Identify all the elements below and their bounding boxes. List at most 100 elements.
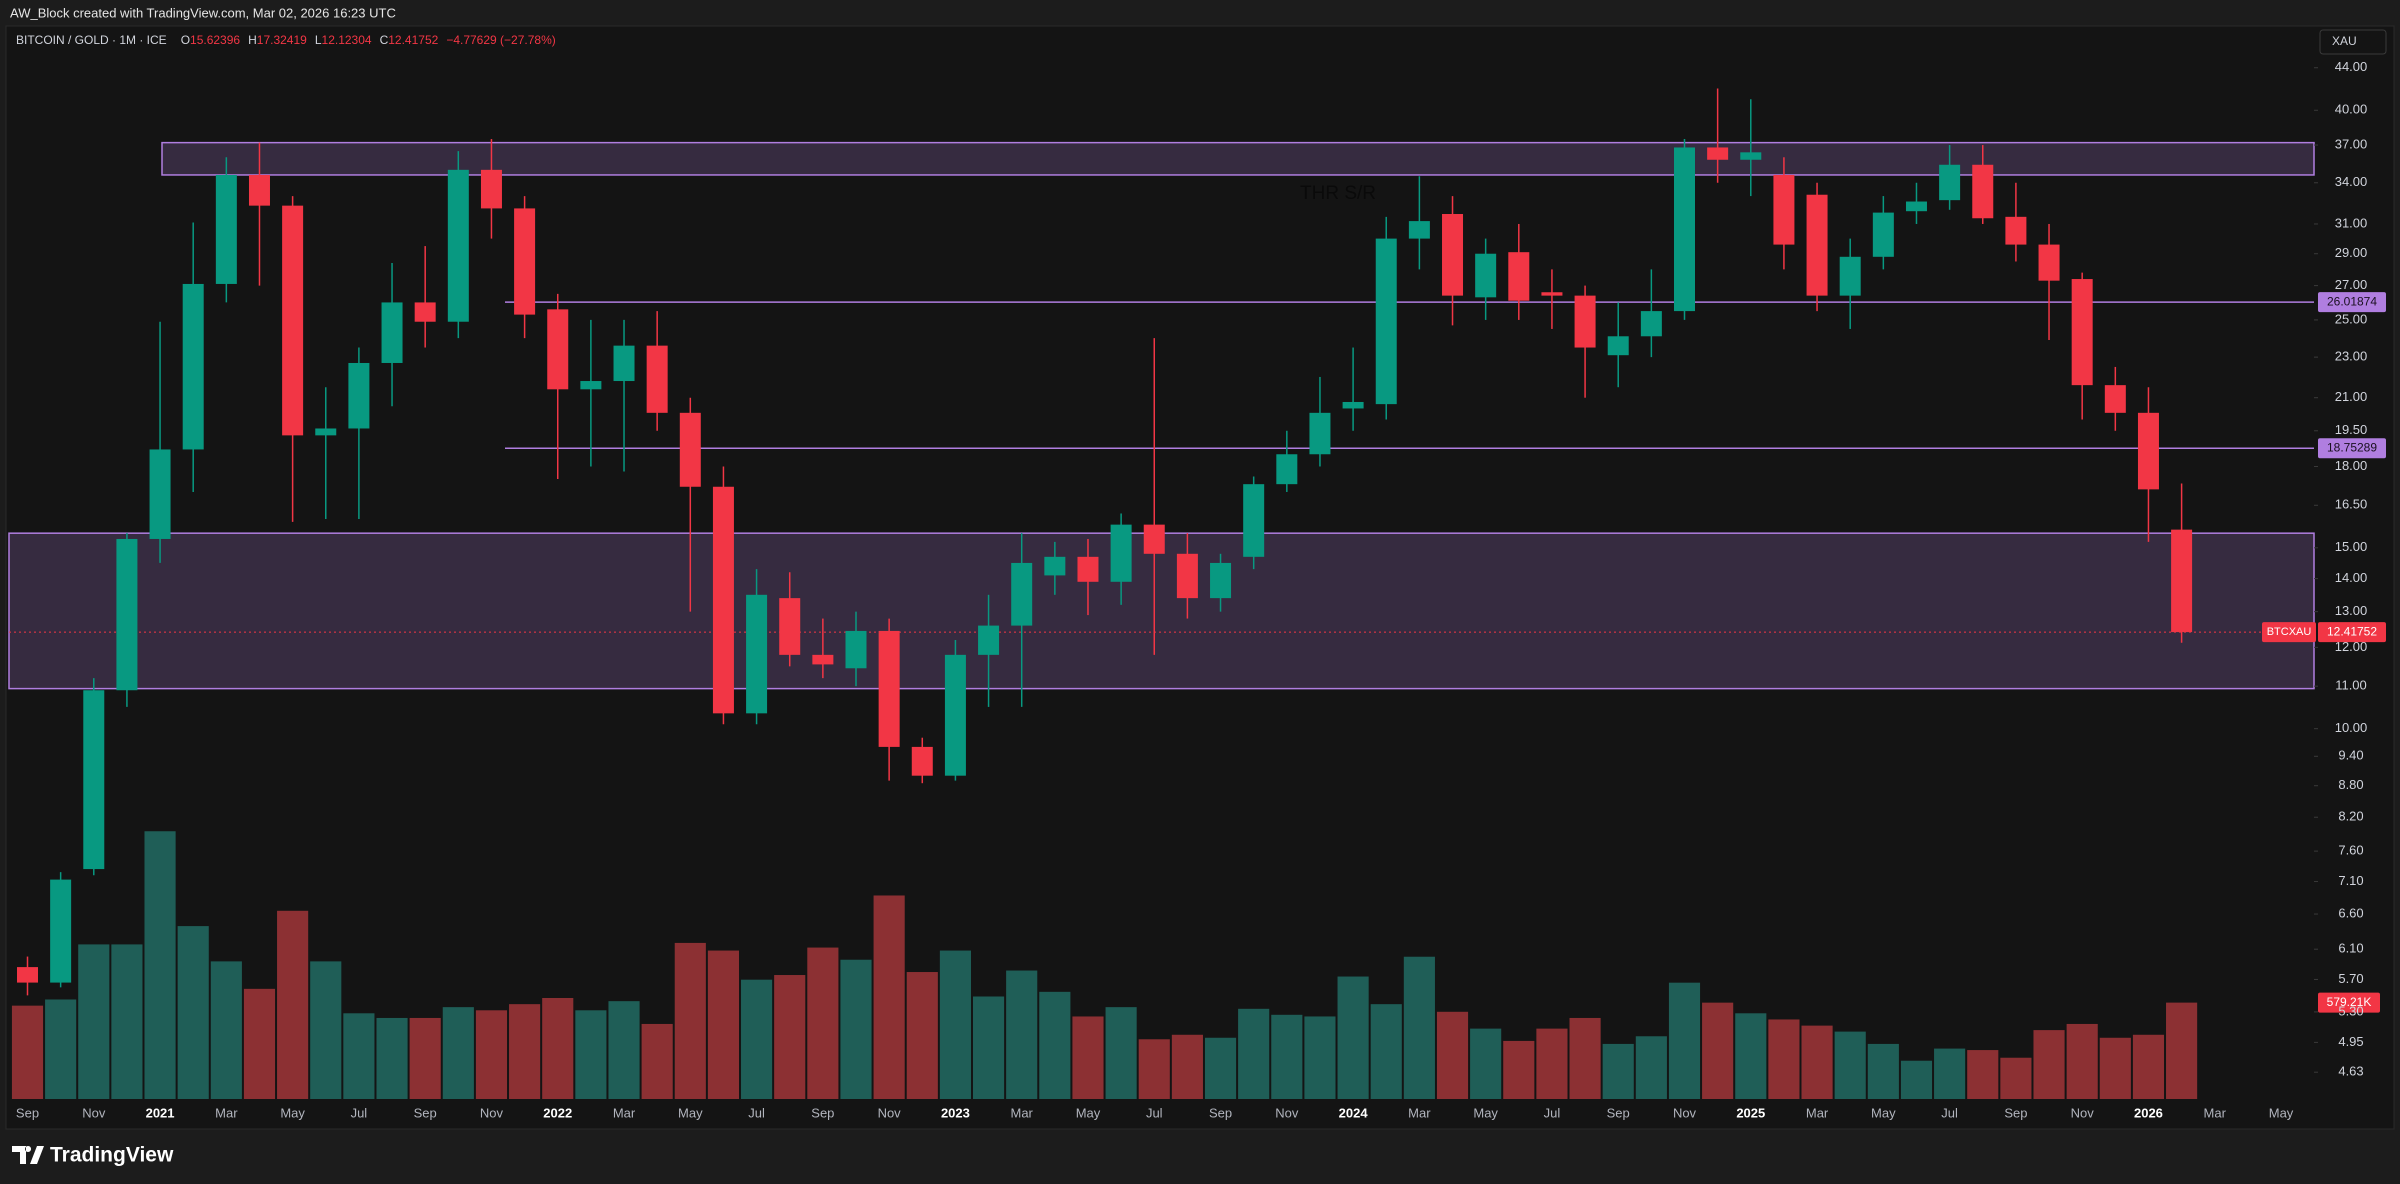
candle-body	[381, 302, 403, 363]
legend-value: 12.12304	[322, 33, 372, 47]
candle-body	[17, 967, 38, 983]
candle-body	[1375, 238, 1397, 405]
y-tick-label: 19.50	[2335, 422, 2368, 437]
x-tick-label: Nov	[878, 1105, 902, 1120]
currency-box[interactable]	[2319, 29, 2387, 55]
x-tick-label: May	[280, 1105, 305, 1120]
legend-value: 12.41752	[388, 33, 438, 47]
volume-bar	[608, 1001, 640, 1099]
candle-body	[480, 169, 502, 209]
x-tick-label: Mar	[2204, 1105, 2227, 1120]
y-tick-label: 18.00	[2335, 458, 2368, 473]
candle-body	[1077, 556, 1099, 582]
legend-value: 15.62396	[190, 33, 240, 47]
volume-bar	[1834, 1031, 1866, 1099]
candle-body	[514, 208, 536, 315]
candle-body	[1143, 524, 1165, 554]
candle-body	[447, 169, 469, 322]
candle-body	[1176, 553, 1198, 599]
y-tick-label: 25.00	[2335, 311, 2368, 326]
volume-bar	[1370, 1004, 1402, 1099]
legend-prefix: O	[181, 33, 190, 47]
x-tick-label: Mar	[613, 1105, 636, 1120]
volume-bar	[1536, 1028, 1568, 1099]
volume-bar	[1039, 991, 1071, 1099]
volume-bar	[177, 926, 209, 1099]
candle-body	[878, 630, 900, 747]
y-tick-label: 14.00	[2335, 570, 2368, 585]
candle-body	[978, 625, 1000, 655]
candle-body	[414, 302, 436, 322]
candle-body	[1011, 562, 1033, 626]
footer	[0, 1130, 2400, 1184]
sr-zone	[8, 532, 2315, 690]
volume-bar	[906, 972, 938, 1099]
volume-bar	[741, 979, 773, 1099]
level-label: 18.75289	[2327, 440, 2377, 454]
candle-body	[812, 654, 834, 665]
volume-bar	[1768, 1019, 1800, 1099]
x-tick-label: Mar	[1011, 1105, 1034, 1120]
volume-bar	[972, 996, 1005, 1099]
x-tick-label: 2025	[1736, 1105, 1765, 1120]
legend-value: 17.32419	[257, 33, 307, 47]
candle-body	[1574, 295, 1596, 348]
volume-bar	[873, 895, 905, 1099]
volume-bar	[2066, 1023, 2098, 1099]
volume-bar	[11, 1005, 44, 1099]
candle-body	[1408, 221, 1430, 239]
candle-body	[2171, 529, 2193, 633]
volume-bar	[409, 1017, 441, 1099]
x-tick-label: 2024	[1339, 1105, 1369, 1120]
volume-bar	[78, 944, 110, 1099]
candle-body	[1773, 174, 1795, 245]
volume-bar	[1436, 1011, 1469, 1099]
chart-panel	[5, 25, 2395, 1130]
y-tick-label: 11.00	[2335, 678, 2367, 693]
y-tick-label: 37.00	[2335, 136, 2368, 151]
symbol-label: BTCXAU	[2267, 626, 2312, 638]
y-tick-label: 7.60	[2338, 843, 2363, 858]
volume-bar	[542, 997, 574, 1099]
annotation: THR S/R	[1300, 183, 1376, 204]
candle-body	[911, 746, 933, 776]
y-tick-label: 44.00	[2335, 59, 2368, 74]
volume-bar	[1204, 1037, 1237, 1099]
price-label-box	[2318, 622, 2386, 643]
x-tick-label: Mar	[1806, 1105, 1829, 1120]
candle-body	[944, 654, 966, 776]
candle-body	[83, 690, 105, 870]
x-tick-label: 2022	[543, 1105, 572, 1120]
volume-bar	[939, 950, 971, 1099]
x-tick-label: 2026	[2134, 1105, 2163, 1120]
volume-bar	[144, 831, 176, 1099]
candle-body	[2137, 412, 2159, 490]
candle-body	[2104, 385, 2126, 413]
candle-body	[2071, 279, 2093, 386]
candle-body	[182, 283, 204, 450]
x-tick-label: Nov	[480, 1105, 504, 1120]
legend: BITCOIN / GOLD · 1M · ICE O15.62396 H17.32…	[16, 33, 556, 47]
y-tick-label: 40.00	[2335, 102, 2368, 117]
candle-body	[149, 449, 171, 539]
brand: TradingView	[50, 1144, 174, 1167]
candle-body	[1475, 253, 1497, 298]
candle-body	[1508, 252, 1530, 301]
volume-bar	[1702, 1002, 1734, 1099]
candle-body	[1276, 454, 1298, 485]
volume-bar	[277, 910, 309, 1099]
candle-body	[50, 879, 72, 983]
candle-body	[845, 630, 867, 669]
volume-bar	[1867, 1043, 1899, 1099]
volume-bar	[1006, 970, 1038, 1099]
volume-bar	[2033, 1030, 2065, 1099]
volume-bar	[674, 942, 706, 1099]
candle-body	[1872, 212, 1894, 257]
y-tick-label: 12.00	[2335, 639, 2368, 654]
volume-bar	[840, 959, 872, 1099]
candle-body	[547, 309, 569, 390]
levels	[9, 301, 2314, 633]
candle-body	[1707, 147, 1729, 160]
y-tick-label: 21.00	[2335, 389, 2368, 404]
candle-body	[2038, 244, 2060, 281]
